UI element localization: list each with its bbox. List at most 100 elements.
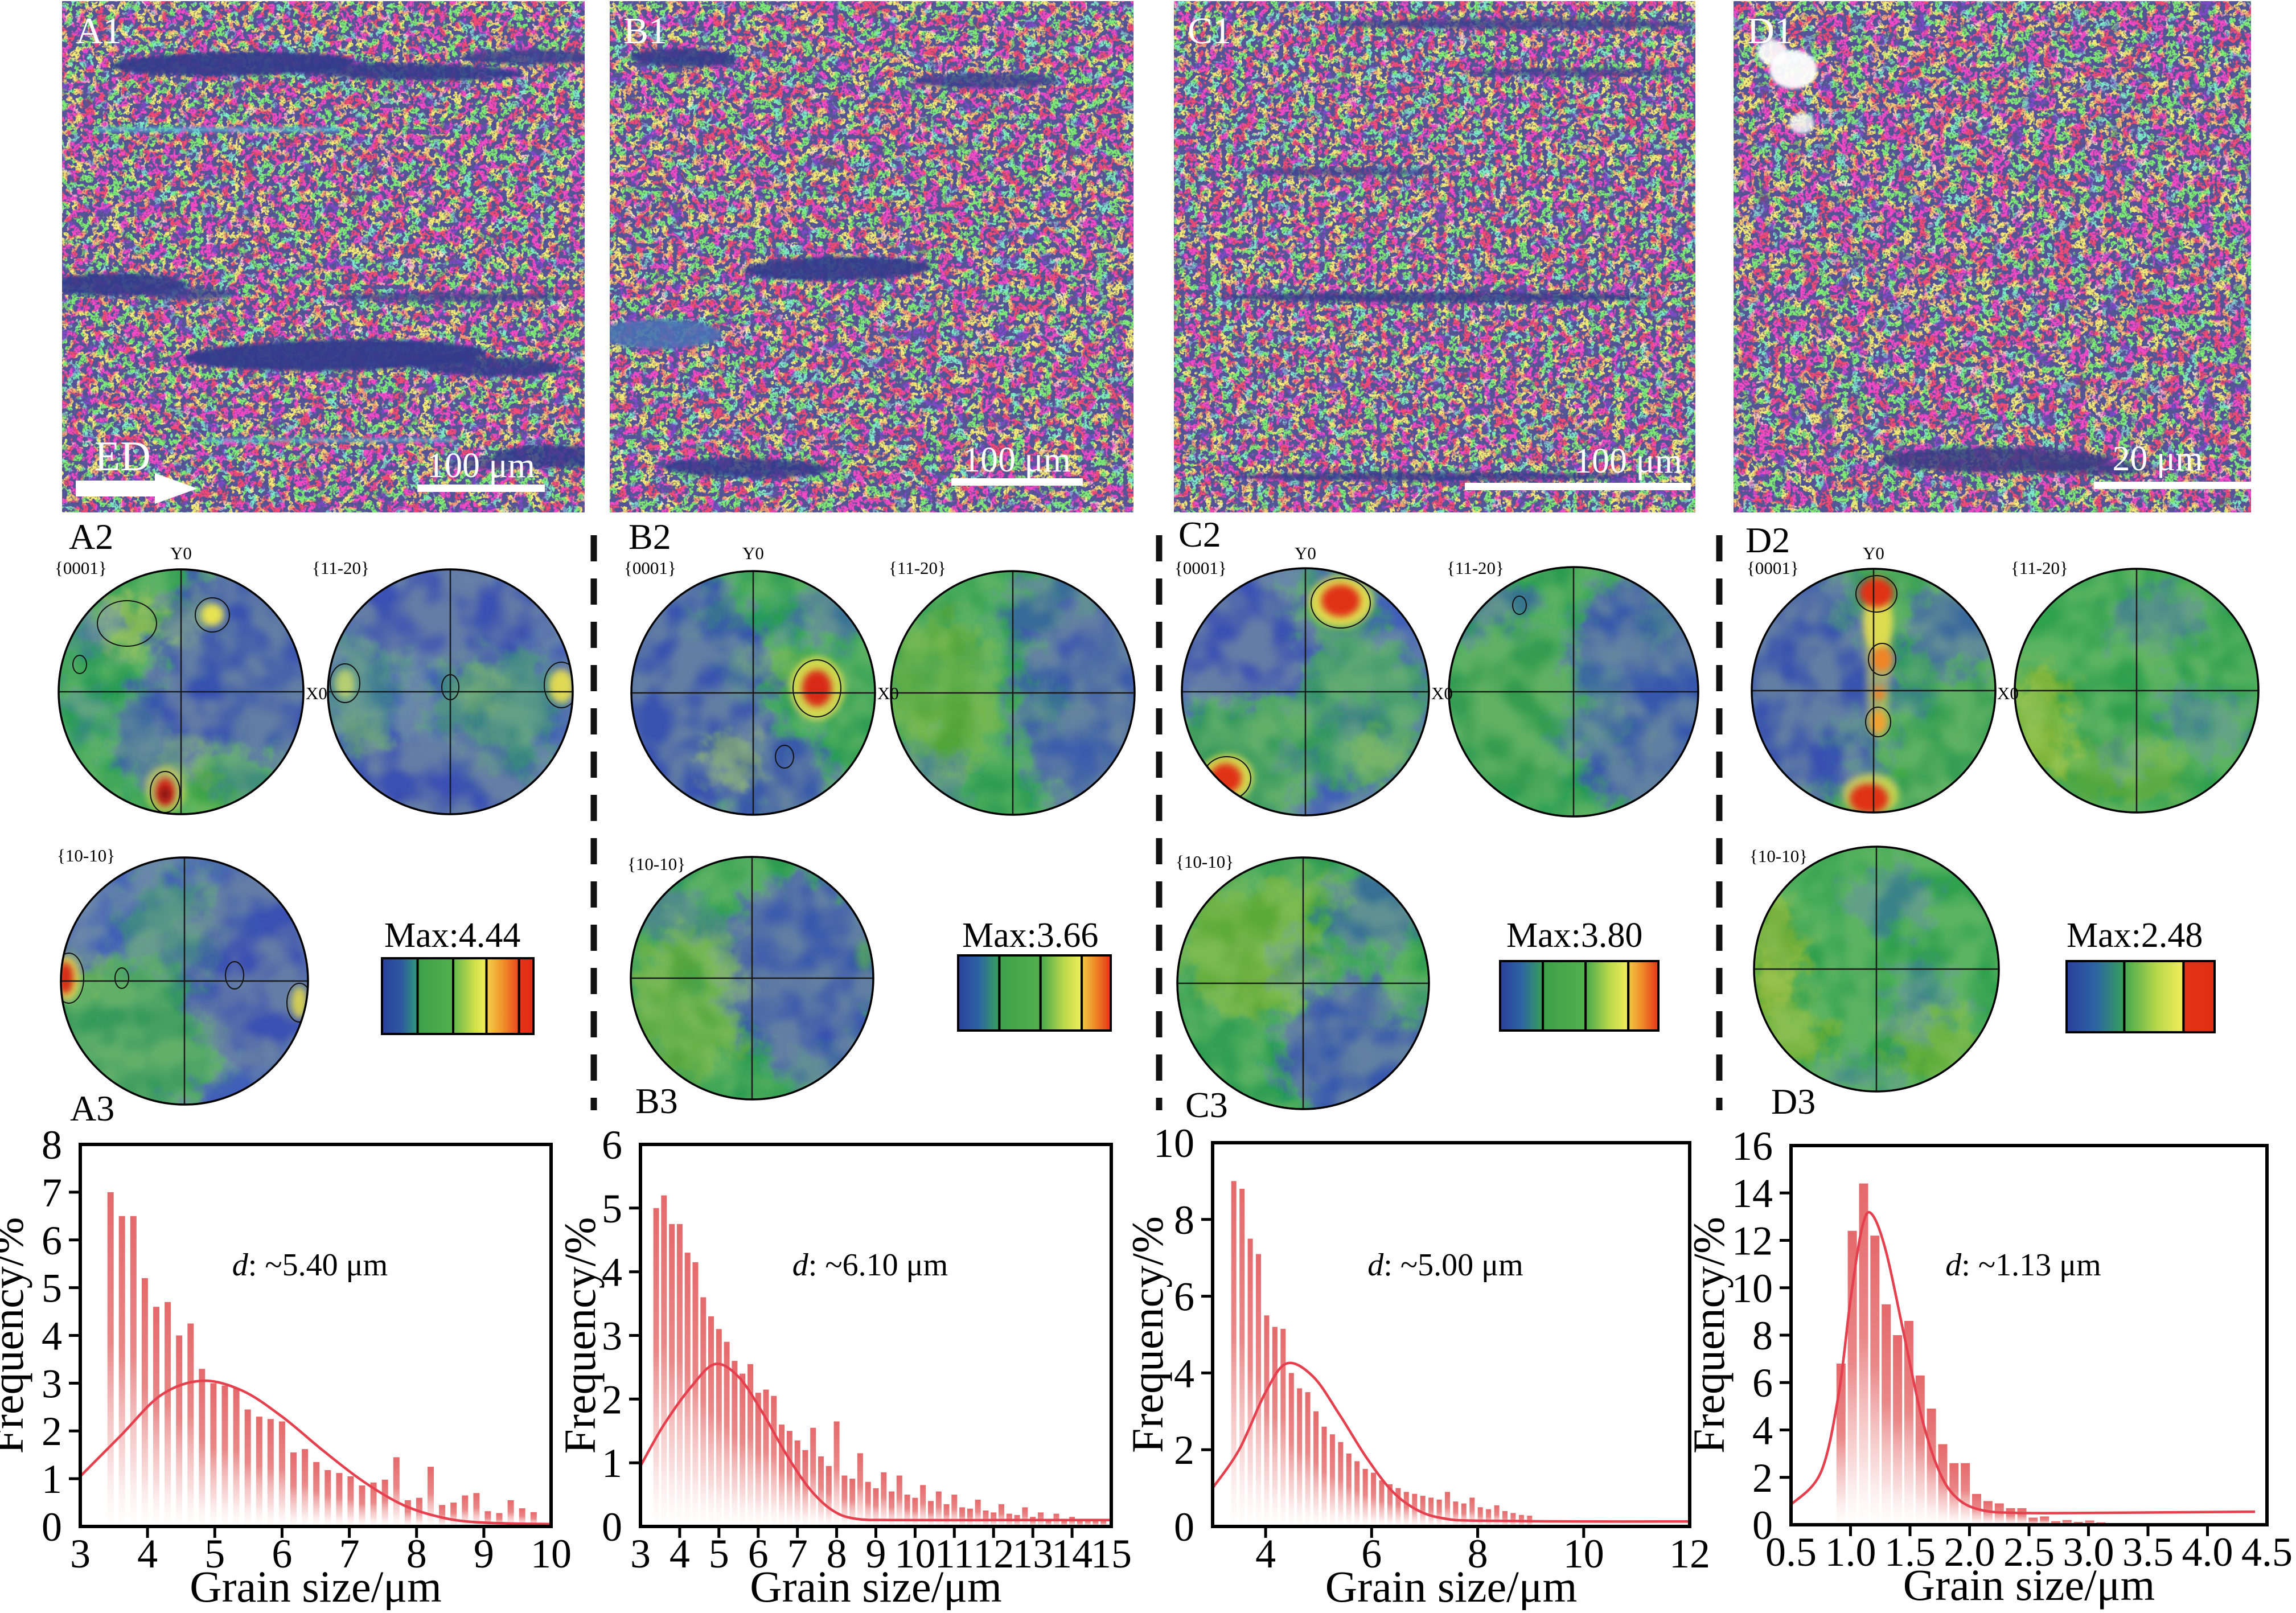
svg-text:X0: X0 xyxy=(1431,683,1453,703)
svg-text:Frequency/%: Frequency/% xyxy=(0,1217,32,1454)
svg-text:100 μm: 100 μm xyxy=(1574,442,1682,481)
svg-text:4: 4 xyxy=(1174,1351,1194,1396)
svg-text:6: 6 xyxy=(602,1122,622,1168)
svg-text:2: 2 xyxy=(1174,1427,1194,1473)
svg-text:0.5: 0.5 xyxy=(1765,1529,1817,1575)
svg-text:D1: D1 xyxy=(1747,10,1793,52)
svg-text:9: 9 xyxy=(866,1531,886,1577)
svg-text:Y0: Y0 xyxy=(170,543,192,563)
svg-text:Grain size/μm: Grain size/μm xyxy=(1903,1560,2155,1610)
svg-text:0: 0 xyxy=(602,1504,622,1550)
svg-text:d: ~6.10 μm: d: ~6.10 μm xyxy=(792,1247,948,1283)
svg-text:X0: X0 xyxy=(1997,683,2019,703)
svg-text:3: 3 xyxy=(630,1531,651,1577)
svg-text:ED: ED xyxy=(95,433,151,480)
svg-text:{10-10}: {10-10} xyxy=(1749,846,1808,866)
svg-text:Max:2.48: Max:2.48 xyxy=(2067,916,2203,955)
svg-text:{11-20}: {11-20} xyxy=(312,558,369,578)
svg-text:8: 8 xyxy=(406,1531,427,1577)
svg-text:16: 16 xyxy=(1732,1123,1773,1169)
svg-text:Grain size/μm: Grain size/μm xyxy=(750,1562,1002,1610)
svg-text:2: 2 xyxy=(42,1409,62,1454)
svg-text:Y0: Y0 xyxy=(1295,543,1316,563)
svg-text:d: ~5.00 μm: d: ~5.00 μm xyxy=(1367,1247,1523,1283)
svg-text:0: 0 xyxy=(1752,1503,1773,1548)
svg-text:Max:4.44: Max:4.44 xyxy=(384,916,520,955)
svg-text:7: 7 xyxy=(339,1531,360,1577)
svg-text:Frequency/%: Frequency/% xyxy=(555,1217,605,1454)
svg-text:9: 9 xyxy=(474,1531,494,1577)
svg-text:4: 4 xyxy=(670,1531,690,1577)
svg-text:14: 14 xyxy=(1052,1531,1092,1577)
svg-text:12: 12 xyxy=(973,1531,1014,1577)
svg-text:6: 6 xyxy=(1752,1360,1773,1406)
svg-text:15: 15 xyxy=(1091,1531,1132,1577)
svg-text:1: 1 xyxy=(602,1440,622,1486)
svg-text:5: 5 xyxy=(204,1531,225,1577)
svg-text:Y0: Y0 xyxy=(742,543,764,563)
svg-text:3.0: 3.0 xyxy=(2063,1529,2114,1575)
svg-text:8: 8 xyxy=(1468,1531,1488,1577)
svg-text:{10-10}: {10-10} xyxy=(1176,852,1234,872)
svg-text:6: 6 xyxy=(1361,1531,1382,1577)
svg-text:4: 4 xyxy=(1752,1408,1773,1454)
svg-text:5: 5 xyxy=(709,1531,729,1577)
svg-text:D3: D3 xyxy=(1771,1081,1816,1122)
svg-text:4: 4 xyxy=(42,1314,62,1359)
svg-text:10: 10 xyxy=(1563,1531,1604,1577)
svg-text:Y0: Y0 xyxy=(1863,543,1884,563)
svg-text:5: 5 xyxy=(602,1186,622,1232)
svg-text:A2: A2 xyxy=(69,516,113,557)
svg-text:100 μm: 100 μm xyxy=(963,441,1071,479)
svg-text:C3: C3 xyxy=(1185,1085,1228,1125)
svg-text:8: 8 xyxy=(42,1122,62,1168)
svg-text:10: 10 xyxy=(894,1531,935,1577)
svg-text:X0: X0 xyxy=(306,683,327,703)
svg-text:3: 3 xyxy=(602,1314,622,1359)
svg-text:2: 2 xyxy=(1752,1455,1773,1501)
svg-text:8: 8 xyxy=(827,1531,847,1577)
svg-text:d: ~5.40 μm: d: ~5.40 μm xyxy=(232,1247,388,1283)
svg-text:B3: B3 xyxy=(635,1081,678,1121)
svg-text:X0: X0 xyxy=(877,683,899,703)
svg-text:1.5: 1.5 xyxy=(1884,1529,1936,1575)
svg-text:10: 10 xyxy=(1153,1121,1194,1166)
svg-text:13: 13 xyxy=(1012,1531,1053,1577)
svg-text:6: 6 xyxy=(1174,1274,1194,1320)
svg-text:0: 0 xyxy=(42,1504,62,1550)
svg-text:3: 3 xyxy=(42,1361,62,1406)
svg-text:11: 11 xyxy=(935,1531,974,1577)
svg-text:4.5: 4.5 xyxy=(2241,1529,2293,1575)
svg-text:D2: D2 xyxy=(1745,520,1790,560)
svg-text:3.5: 3.5 xyxy=(2122,1529,2174,1575)
svg-text:A1: A1 xyxy=(76,10,122,52)
svg-text:20 μm: 20 μm xyxy=(2113,440,2203,478)
svg-text:B2: B2 xyxy=(629,516,671,557)
svg-text:5: 5 xyxy=(42,1266,62,1311)
svg-text:4: 4 xyxy=(602,1250,622,1295)
svg-text:C1: C1 xyxy=(1188,10,1231,52)
svg-text:A3: A3 xyxy=(70,1088,114,1128)
svg-text:4: 4 xyxy=(1255,1531,1276,1577)
svg-text:6: 6 xyxy=(42,1218,62,1263)
svg-text:C2: C2 xyxy=(1178,514,1221,555)
svg-text:1: 1 xyxy=(42,1456,62,1502)
svg-text:{11-20}: {11-20} xyxy=(1447,558,1504,578)
svg-text:12: 12 xyxy=(1669,1531,1710,1577)
svg-text:{11-20}: {11-20} xyxy=(2011,558,2068,578)
svg-text:B1: B1 xyxy=(623,10,667,52)
svg-text:{11-20}: {11-20} xyxy=(889,558,946,578)
svg-text:3: 3 xyxy=(70,1531,91,1577)
svg-text:Frequency/%: Frequency/% xyxy=(1123,1216,1172,1453)
svg-text:Grain size/μm: Grain size/μm xyxy=(190,1562,442,1610)
svg-text:7: 7 xyxy=(42,1170,62,1216)
svg-text:{0001}: {0001} xyxy=(1747,558,1799,578)
svg-text:14: 14 xyxy=(1732,1171,1773,1216)
svg-text:d: ~1.13 μm: d: ~1.13 μm xyxy=(1945,1247,2101,1283)
svg-text:8: 8 xyxy=(1174,1197,1194,1243)
svg-text:10: 10 xyxy=(1732,1266,1773,1311)
svg-text:Frequency/%: Frequency/% xyxy=(1684,1217,1734,1454)
svg-text:8: 8 xyxy=(1752,1313,1773,1358)
svg-text:2.0: 2.0 xyxy=(1944,1529,1995,1575)
svg-text:{0001}: {0001} xyxy=(1174,558,1227,578)
